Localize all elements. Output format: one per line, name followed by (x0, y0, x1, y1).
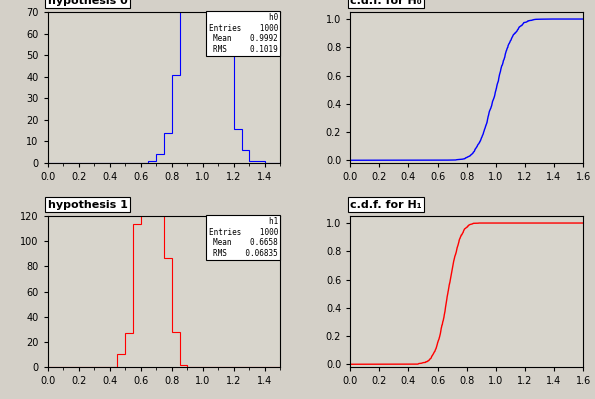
Text: hypothesis 0: hypothesis 0 (48, 0, 127, 6)
Text: h0
Entries    1000
Mean    0.9992
RMS     0.1019: h0 Entries 1000 Mean 0.9992 RMS 0.1019 (209, 14, 278, 54)
Text: hypothesis 1: hypothesis 1 (48, 200, 127, 209)
Text: h1
Entries    1000
Mean    0.6658
RMS    0.06835: h1 Entries 1000 Mean 0.6658 RMS 0.06835 (209, 217, 278, 258)
Text: c.d.f. for H₀: c.d.f. for H₀ (350, 0, 422, 6)
Text: c.d.f. for H₁: c.d.f. for H₁ (350, 200, 422, 209)
